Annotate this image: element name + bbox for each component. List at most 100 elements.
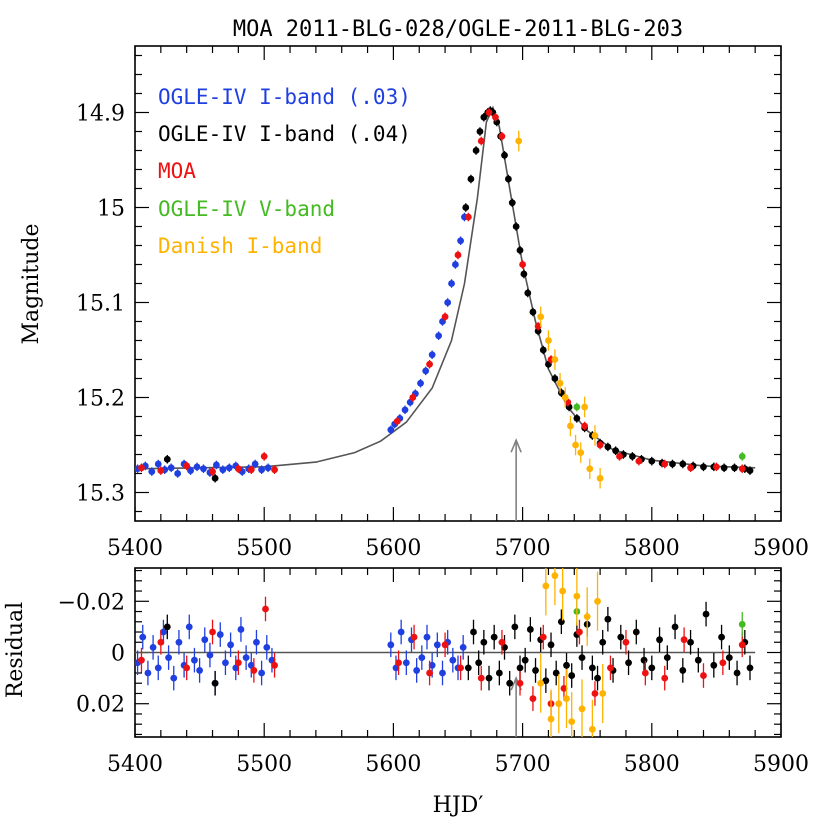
data-point: [495, 669, 503, 677]
y-tick-label: 15.3: [76, 482, 125, 507]
data-point: [470, 628, 477, 636]
data-layer: [135, 105, 756, 521]
data-point: [604, 443, 612, 451]
data-point: [250, 667, 258, 674]
data-point: [529, 695, 537, 702]
data-point: [154, 460, 162, 468]
series-danish-i-band: [537, 568, 607, 737]
data-point: [475, 659, 483, 667]
data-point: [551, 356, 559, 363]
data-point: [573, 403, 581, 411]
data-point: [170, 674, 178, 682]
data-point: [625, 659, 632, 667]
x-axis-label-hjd: HJD′: [433, 793, 484, 818]
data-point: [163, 455, 171, 463]
data-point: [448, 280, 455, 287]
data-point: [588, 664, 596, 672]
data-point: [731, 464, 738, 472]
data-point: [148, 468, 156, 475]
data-point: [661, 460, 669, 468]
data-point: [449, 656, 457, 664]
x-tick-label: 5400: [107, 536, 163, 561]
data-point: [702, 610, 710, 618]
data-point: [508, 199, 516, 207]
data-point: [537, 313, 545, 321]
data-point: [687, 464, 694, 472]
series-moa: [138, 596, 746, 717]
data-point: [441, 641, 449, 649]
data-point: [444, 299, 452, 306]
data-point: [501, 643, 508, 651]
data-point: [532, 667, 539, 674]
data-point: [591, 432, 599, 439]
data-point: [423, 633, 431, 641]
data-point: [581, 403, 589, 411]
data-point: [537, 679, 545, 687]
data-point: [174, 470, 182, 477]
data-point: [263, 643, 271, 651]
data-point: [563, 661, 570, 669]
data-point: [433, 641, 441, 649]
data-point: [457, 237, 464, 245]
data-point: [452, 261, 459, 268]
data-point: [200, 465, 207, 473]
data-point: [480, 113, 488, 121]
data-point: [578, 705, 586, 713]
x-tick-label: 5600: [365, 752, 421, 777]
data-point: [746, 467, 754, 475]
data-point: [237, 626, 245, 633]
y-tick-label: 15.1: [76, 292, 125, 317]
data-point: [524, 289, 532, 297]
data-point: [663, 654, 671, 662]
data-point: [563, 695, 570, 702]
data-point: [640, 656, 648, 664]
data-point: [547, 641, 555, 649]
data-point: [612, 447, 620, 455]
data-point: [501, 151, 508, 159]
data-point: [426, 360, 433, 368]
data-point: [211, 474, 219, 482]
data-point: [719, 659, 727, 667]
data-point: [417, 379, 424, 387]
residual-panel: 5400 5500 5600 5700 5800 5900 −0.02 0 0.02: [58, 567, 809, 777]
light-curve-panel: 5400 5500 5600 5700 5800 5900 14.9 15 15.1 15.2 15…: [76, 45, 809, 561]
data-point: [157, 638, 165, 646]
data-point: [720, 464, 728, 472]
data-point: [733, 669, 741, 677]
x-tick-label: 5900: [753, 536, 809, 561]
data-point: [472, 147, 480, 154]
y-tick-label: 14.9: [76, 102, 125, 127]
y-tick-label: 0.02: [76, 693, 125, 718]
data-point: [157, 467, 165, 475]
data-point: [268, 656, 276, 664]
data-point: [262, 605, 269, 613]
data-point: [542, 677, 550, 685]
series-ogle-iv-v-band: [573, 402, 746, 461]
data-point: [679, 667, 687, 674]
data-point: [476, 128, 484, 135]
x-tick-label: 5800: [624, 536, 680, 561]
data-point: [539, 633, 547, 641]
data-point: [641, 669, 649, 677]
data-point: [428, 351, 436, 359]
data-point: [206, 651, 214, 659]
data-point: [506, 679, 514, 687]
data-point: [607, 664, 614, 672]
x-tick-label: 5400: [107, 752, 163, 777]
y-tick-label: −0.02: [58, 590, 125, 615]
data-point: [746, 664, 754, 672]
data-point: [560, 684, 568, 692]
data-point: [247, 661, 255, 669]
x-tick-label: 5800: [624, 752, 680, 777]
data-point: [397, 628, 405, 636]
y-tick-label: 15: [97, 197, 125, 222]
data-point: [512, 223, 520, 230]
data-point: [561, 394, 569, 401]
data-point: [661, 674, 669, 682]
data-point: [576, 628, 583, 636]
data-point: [718, 633, 725, 641]
x-tick-label: 5700: [495, 752, 551, 777]
data-point: [264, 464, 272, 472]
data-point: [234, 465, 242, 473]
data-point: [232, 664, 240, 672]
